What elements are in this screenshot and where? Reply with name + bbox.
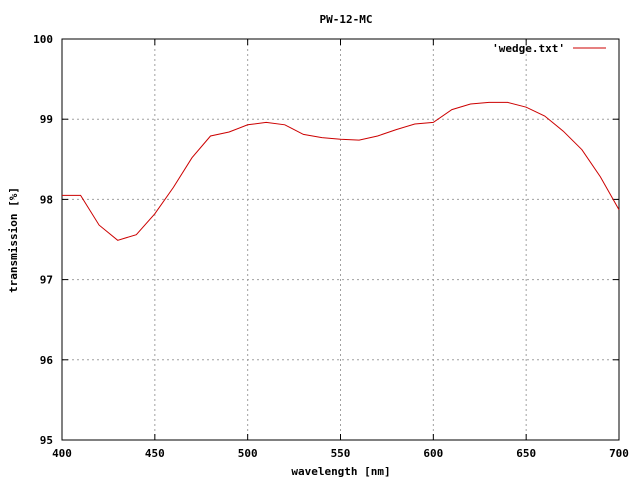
axis-ticks (61, 38, 620, 441)
y-tick-label: 95 (40, 434, 53, 447)
x-tick-label: 700 (609, 447, 629, 460)
series-line-wedge (62, 101, 620, 241)
y-tick-label: 100 (33, 33, 53, 46)
legend: 'wedge.txt' (492, 42, 606, 55)
x-tick-labels: 400 450 500 550 600 650 700 (52, 447, 629, 460)
y-tick-labels: 95 96 97 98 99 100 (33, 33, 53, 447)
legend-label: 'wedge.txt' (492, 42, 565, 55)
x-tick-label: 500 (238, 447, 258, 460)
x-tick-label: 550 (331, 447, 351, 460)
y-tick-label: 99 (40, 113, 53, 126)
y-tick-label: 96 (40, 354, 54, 367)
x-tick-label: 450 (145, 447, 165, 460)
x-axis-label: wavelength [nm] (291, 465, 390, 478)
y-tick-label: 97 (40, 274, 53, 287)
series-layer (62, 101, 620, 241)
gridlines (62, 39, 619, 440)
x-tick-label: 400 (52, 447, 72, 460)
x-tick-label: 600 (423, 447, 443, 460)
chart-title: PW-12-MC (320, 13, 373, 26)
x-tick-label: 650 (516, 447, 536, 460)
y-tick-label: 98 (40, 193, 53, 206)
y-axis-label: transmission [%] (7, 187, 20, 293)
